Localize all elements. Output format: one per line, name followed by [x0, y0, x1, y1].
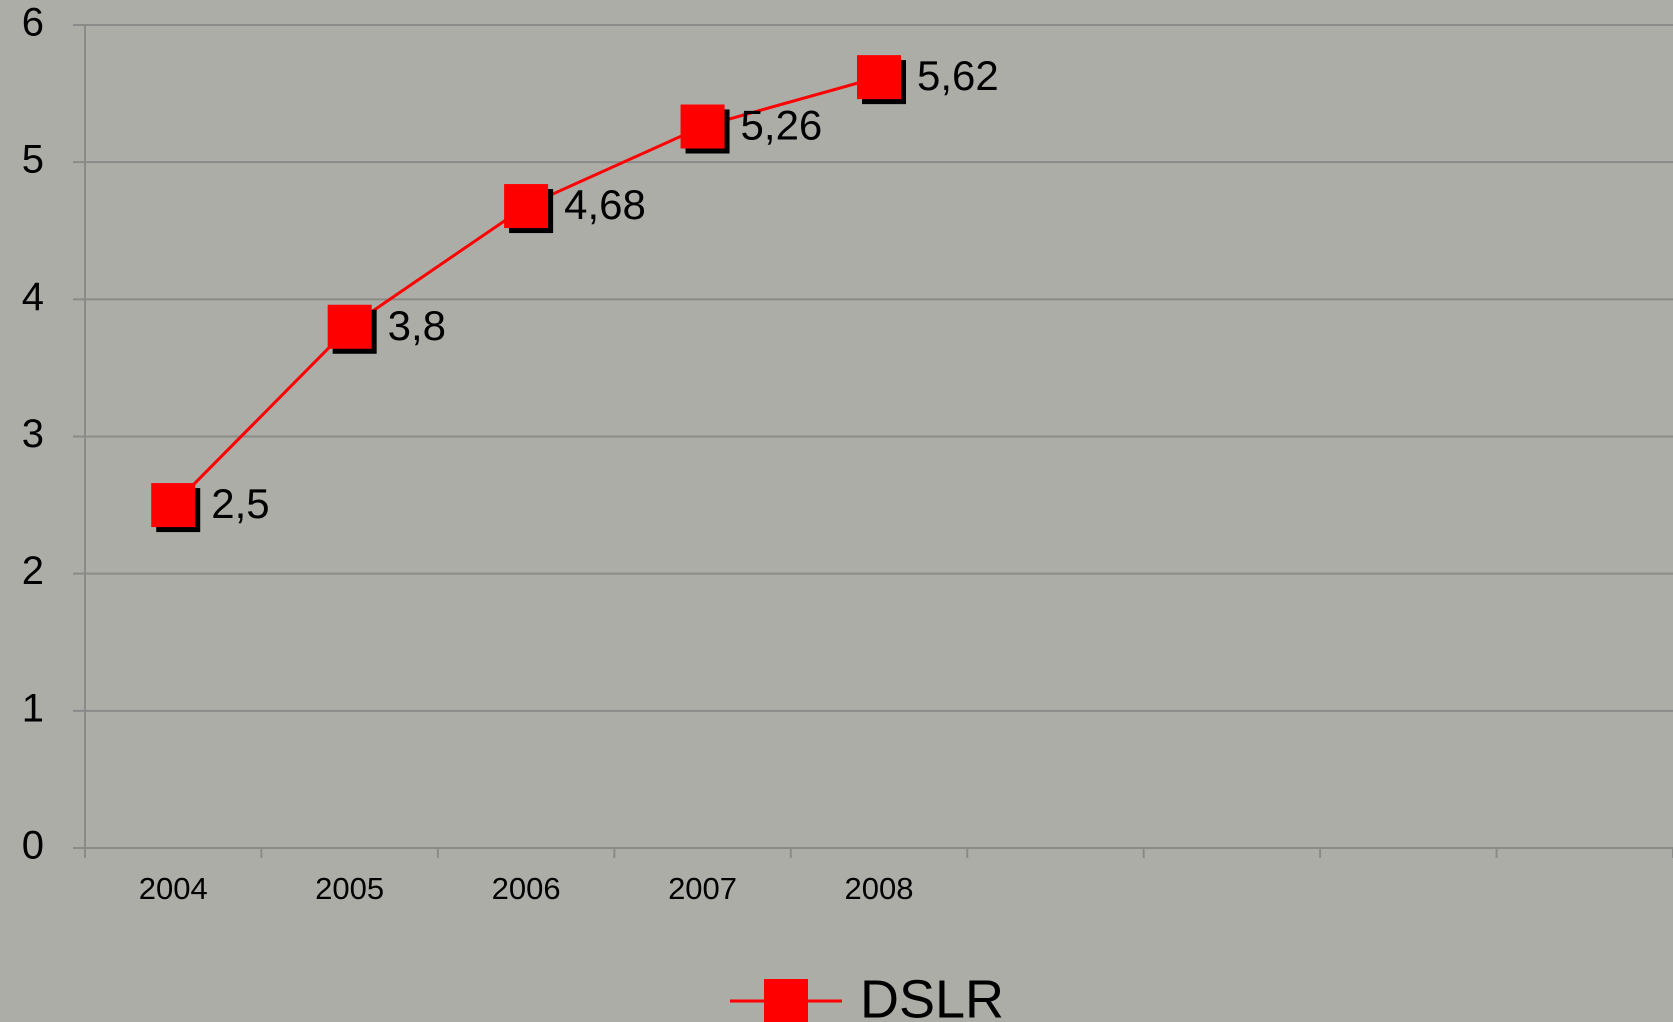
legend-marker	[764, 979, 808, 1022]
x-tick-label: 2005	[315, 871, 384, 906]
y-tick-label: 4	[22, 275, 44, 319]
data-label: 5,62	[917, 52, 999, 99]
data-label: 4,68	[564, 181, 646, 228]
x-tick-label: 2004	[139, 871, 208, 906]
data-label: 3,8	[388, 302, 446, 349]
data-label: 2,5	[211, 480, 269, 527]
marker	[327, 304, 372, 349]
x-tick-label: 2007	[668, 871, 737, 906]
marker	[151, 483, 196, 528]
y-tick-label: 6	[22, 1, 44, 45]
y-tick-label: 3	[22, 412, 44, 456]
y-tick-label: 5	[22, 138, 44, 182]
marker	[680, 104, 725, 149]
x-tick-label: 2006	[492, 871, 561, 906]
y-tick-label: 0	[22, 824, 44, 868]
data-label: 5,26	[741, 102, 823, 149]
marker	[504, 184, 549, 229]
marker	[857, 55, 901, 100]
legend-label: DSLR	[860, 969, 1004, 1022]
x-tick-label: 2008	[845, 871, 914, 906]
y-tick-label: 1	[22, 686, 44, 730]
y-tick-label: 2	[22, 549, 44, 593]
